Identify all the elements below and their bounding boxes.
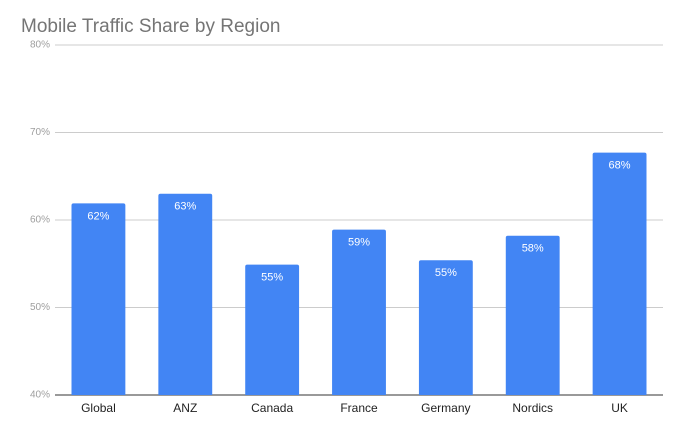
y-tick-label: 80%: [30, 40, 50, 51]
x-tick-label: Global: [81, 401, 116, 415]
bar: [592, 152, 647, 395]
y-tick-label: 60%: [30, 215, 50, 226]
chart-title: Mobile Traffic Share by Region: [21, 16, 280, 37]
x-tick-label: Germany: [421, 401, 470, 415]
value-label: 68%: [609, 160, 631, 172]
value-label: 63%: [174, 201, 196, 213]
x-tick-label: Canada: [251, 401, 293, 415]
value-label: 62%: [87, 210, 109, 222]
y-tick-label: 70%: [30, 127, 50, 138]
x-tick-label: Nordics: [512, 401, 553, 415]
value-label: 55%: [435, 267, 457, 279]
bar: [245, 264, 300, 395]
y-tick-label: 40%: [30, 390, 50, 401]
bar: [505, 235, 560, 395]
x-tick-label: UK: [611, 401, 628, 415]
value-label: 59%: [348, 237, 370, 249]
bar: [71, 203, 126, 395]
y-tick-label: 50%: [30, 302, 50, 313]
bar: [418, 260, 473, 395]
value-label: 55%: [261, 272, 283, 284]
bar: [332, 229, 386, 395]
x-tick-label: ANZ: [173, 401, 197, 415]
bar: [158, 193, 213, 395]
value-label: 58%: [522, 243, 544, 255]
x-tick-label: France: [340, 401, 378, 415]
